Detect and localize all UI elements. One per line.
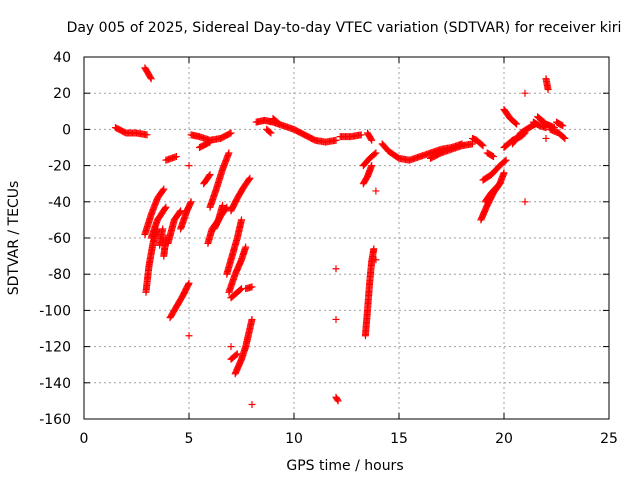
data-point — [521, 198, 529, 206]
data-point — [227, 343, 235, 351]
data-point — [495, 181, 503, 189]
x-tick-label: 25 — [600, 431, 618, 447]
data-point — [246, 174, 254, 182]
data-point — [205, 172, 213, 180]
data-point — [372, 256, 380, 264]
data-point — [236, 286, 244, 294]
data-point — [267, 129, 275, 137]
data-point — [496, 180, 504, 188]
data-point — [185, 332, 193, 340]
y-tick-label: 0 — [62, 122, 71, 138]
x-tick-label: 20 — [495, 431, 513, 447]
data-point — [161, 204, 169, 212]
data-point — [501, 157, 509, 165]
chart-title: Day 005 of 2025, Sidereal Day-to-day VTE… — [67, 20, 622, 36]
data-point — [227, 129, 235, 137]
y-tick-label: -80 — [48, 267, 71, 283]
data-point — [226, 130, 234, 138]
y-tick-label: 40 — [53, 50, 71, 66]
data-point — [372, 187, 380, 195]
data-point — [176, 208, 184, 216]
data-point — [232, 351, 240, 359]
y-tick-label: -20 — [48, 159, 71, 175]
y-tick-label: 20 — [53, 86, 71, 102]
y-axis-label: SDTVAR / TECUs — [6, 181, 22, 296]
data-point — [370, 245, 378, 253]
data-point — [372, 149, 380, 157]
y-tick-label: -100 — [39, 303, 71, 319]
data-point — [223, 203, 231, 211]
data-point — [206, 171, 214, 179]
data-point — [333, 396, 341, 404]
data-point — [159, 186, 167, 194]
data-point — [242, 243, 250, 251]
data-point — [479, 142, 487, 150]
y-tick-label: -40 — [48, 195, 71, 211]
data-point — [143, 131, 151, 139]
x-tick-label: 0 — [80, 431, 89, 447]
data-point — [357, 131, 365, 139]
x-tick-label: 5 — [185, 431, 194, 447]
x-tick-label: 15 — [390, 431, 408, 447]
data-point — [542, 134, 550, 142]
data-point — [238, 216, 245, 224]
data-point — [332, 136, 340, 144]
data-point — [222, 204, 230, 212]
axes: -160 -140 -120 -100 -80 -60 -40 -20 0 20 40 0 5 10 15 2… — [39, 50, 618, 447]
data-point — [248, 315, 256, 323]
y-tick-label: -140 — [39, 376, 71, 392]
data-point — [558, 121, 566, 129]
data-point — [368, 162, 376, 170]
data-point — [561, 134, 569, 142]
data-point — [185, 162, 193, 170]
data-point — [371, 150, 379, 158]
data-points — [112, 64, 569, 409]
data-point — [502, 156, 510, 164]
data-point — [147, 74, 154, 82]
data-point — [177, 207, 185, 215]
data-point — [225, 149, 233, 157]
grid-lines — [84, 57, 609, 419]
data-point — [521, 89, 529, 97]
data-point — [560, 134, 568, 142]
data-point — [274, 119, 282, 127]
data-point — [544, 86, 552, 94]
y-tick-label: -60 — [48, 231, 71, 247]
data-point — [513, 120, 521, 128]
data-point — [248, 283, 256, 291]
data-point — [490, 153, 497, 161]
data-point — [233, 350, 241, 358]
data-point — [185, 279, 193, 287]
data-point — [500, 169, 508, 177]
data-point — [248, 401, 256, 409]
data-point — [162, 203, 170, 211]
x-axis-label: GPS time / hours — [286, 458, 403, 474]
data-point — [488, 152, 496, 160]
data-point — [368, 136, 376, 144]
data-point — [266, 128, 274, 136]
data-point — [172, 153, 180, 161]
data-point — [512, 119, 520, 127]
data-point — [245, 175, 253, 183]
y-tick-label: -160 — [39, 412, 71, 428]
data-point — [275, 120, 283, 128]
data-point — [160, 185, 168, 193]
data-point — [367, 135, 375, 143]
data-point — [159, 225, 167, 233]
data-point — [334, 397, 342, 405]
data-point — [332, 315, 340, 323]
data-point — [206, 138, 214, 146]
data-point — [147, 75, 155, 83]
data-point — [478, 141, 486, 149]
data-point — [559, 122, 567, 130]
y-tick-label: -120 — [39, 340, 71, 356]
data-point — [332, 265, 340, 273]
data-point — [205, 139, 213, 147]
data-point — [219, 201, 227, 209]
x-tick-label: 10 — [285, 431, 303, 447]
data-point — [187, 198, 195, 206]
